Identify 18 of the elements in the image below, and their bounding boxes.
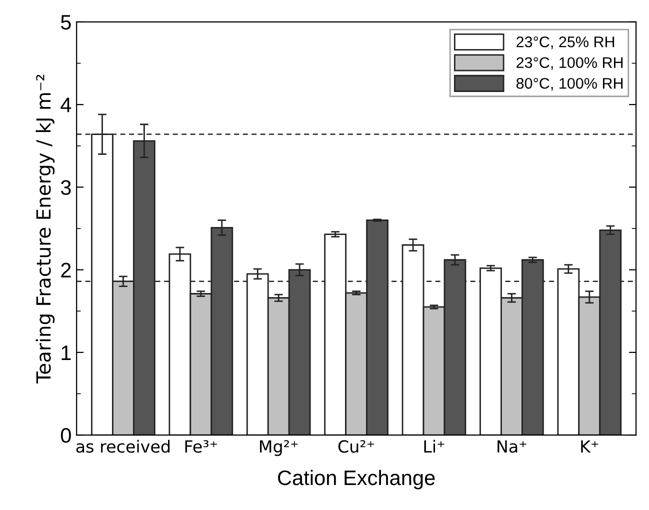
- x-tick-label: K⁺: [581, 440, 598, 453]
- legend-label: 23°C, 25% RH: [516, 36, 614, 50]
- y-tick-label: 5: [60, 15, 71, 30]
- x-tick-label: Fe³⁺: [185, 440, 217, 453]
- x-tick-label: as received: [76, 440, 170, 453]
- y-tick-label: 1: [62, 346, 71, 360]
- y-tick-label: 2: [61, 262, 71, 278]
- x-tick-label: Na⁺: [498, 440, 526, 453]
- x-tick-label: Li⁺: [424, 440, 444, 453]
- y-tick-label: 0: [60, 428, 71, 443]
- legend-label: 23°C, 100% RH: [516, 57, 623, 70]
- y-tick-label: 3: [60, 180, 71, 195]
- y-axis-title: Tearing Fracture Energy / kJ m⁻²: [36, 74, 55, 384]
- x-axis-title: Cation Exchange: [278, 470, 435, 490]
- x-tick-label: Cu²⁺: [338, 440, 374, 453]
- legend-label: 80°C, 100% RH: [516, 78, 623, 91]
- y-tick-label: 4: [60, 98, 72, 112]
- x-tick-label: Mg²⁺: [260, 440, 298, 456]
